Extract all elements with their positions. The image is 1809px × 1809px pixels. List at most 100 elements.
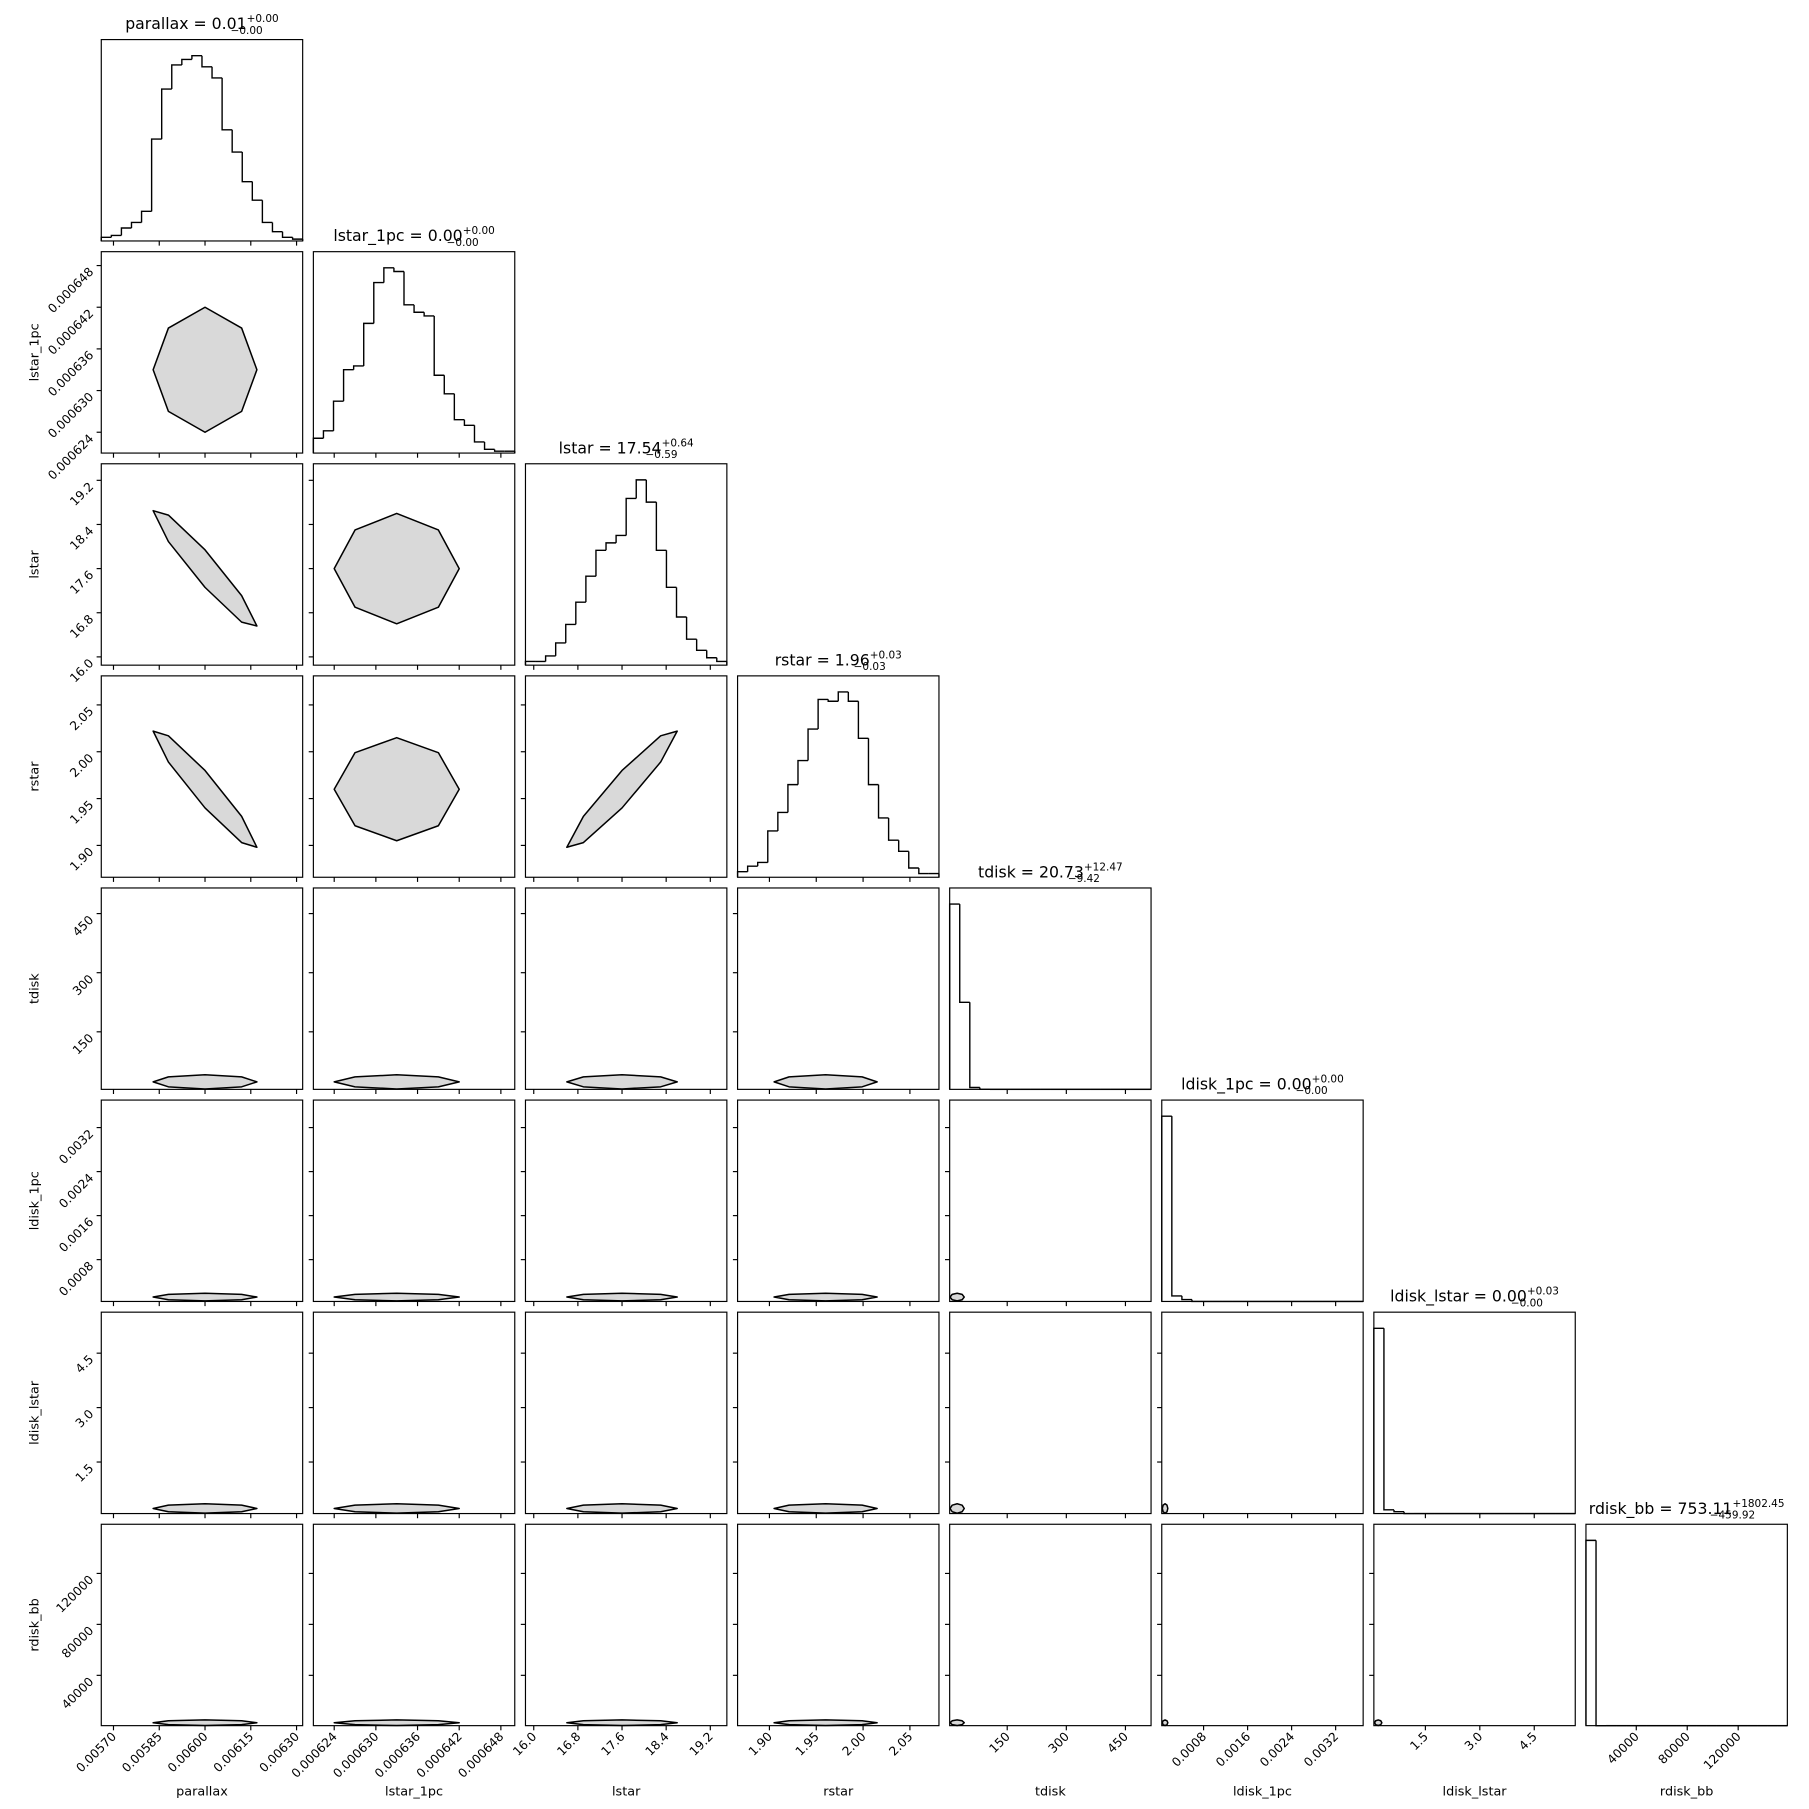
x-tick-label: 2.05 — [886, 1730, 915, 1759]
y-tick-label: 2.05 — [67, 704, 96, 733]
histogram-step — [554, 642, 566, 656]
x-tick-label: 0.000648 — [455, 1730, 506, 1781]
y-tick-label: 300 — [70, 972, 96, 998]
x-axis-label: lstar_1pc — [385, 1784, 443, 1799]
histogram-step — [675, 587, 687, 618]
histogram-step — [918, 867, 929, 875]
histogram-step — [443, 375, 455, 395]
contour — [152, 730, 258, 849]
histogram-step — [171, 64, 182, 90]
histogram-step — [383, 267, 394, 283]
panel-frame — [949, 1311, 1152, 1515]
title-sub: −0.00 — [1511, 1297, 1543, 1309]
panel-frame — [949, 887, 1152, 1090]
histogram-step — [969, 1002, 980, 1089]
panel-title: ldisk_1pc = 0.00+0.00 −0.00 — [1181, 1074, 1344, 1098]
y-tick-label: 17.6 — [67, 568, 96, 597]
title-sup: +0.03 — [870, 649, 902, 661]
contour — [152, 1502, 258, 1514]
x-axis-label: lstar — [612, 1784, 641, 1799]
histogram-step — [736, 871, 748, 878]
histogram-step — [867, 738, 879, 786]
histogram-step — [777, 811, 788, 831]
contour — [566, 1719, 678, 1727]
panel-frame — [1373, 1523, 1576, 1727]
histogram-step — [979, 1087, 990, 1091]
panel-frame — [100, 251, 304, 454]
y-axis-label: lstar — [27, 550, 42, 579]
title-sup: +0.00 — [247, 13, 279, 25]
x-tick-label: 0.00570 — [73, 1730, 119, 1776]
histogram-step — [241, 152, 253, 183]
x-tick-label: 120000 — [1701, 1730, 1744, 1773]
histogram-step — [897, 840, 909, 853]
histogram-step — [645, 479, 657, 503]
histogram-step — [1393, 1509, 1405, 1513]
y-tick-label: 1.90 — [67, 845, 96, 874]
contour — [1161, 1719, 1169, 1727]
histogram-step — [191, 54, 202, 60]
histogram-step — [635, 479, 647, 499]
contour — [333, 1719, 460, 1727]
histogram-step — [1181, 1295, 1192, 1301]
y-tick-label: 19.2 — [67, 480, 96, 509]
y-tick-label: 0.0024 — [56, 1171, 96, 1211]
y-axis-label: ldisk_lstar — [27, 1380, 42, 1445]
panel-frame — [100, 1099, 304, 1303]
histogram-step — [100, 236, 112, 241]
x-tick-label: 80000 — [1655, 1730, 1692, 1767]
y-tick-label: 16.0 — [67, 656, 96, 685]
panel-frame — [736, 1099, 940, 1303]
histogram-step — [1403, 1511, 1415, 1515]
title-sup: +12.47 — [1084, 862, 1123, 874]
x-axis-label: rstar — [823, 1784, 854, 1799]
panel-frame — [524, 887, 728, 1090]
histogram-step — [585, 575, 596, 603]
x-tick-label: 150 — [986, 1730, 1012, 1756]
histogram-step — [453, 393, 465, 421]
histogram-step — [1171, 1116, 1182, 1297]
panel-frame — [736, 887, 940, 1090]
y-tick-label: 0.000648 — [45, 265, 96, 316]
histogram-step — [706, 650, 717, 659]
histogram-step — [271, 222, 283, 233]
title-sup: +0.03 — [1527, 1286, 1559, 1298]
panel-frame — [524, 675, 728, 878]
x-tick-label: 300 — [1046, 1730, 1072, 1756]
y-axis-label: lstar_1pc — [27, 323, 42, 381]
histogram-step — [291, 237, 303, 240]
x-axis-label: tdisk — [1035, 1784, 1066, 1799]
y-tick-label: 1.95 — [67, 798, 96, 827]
title-text: parallax = 0.01 — [125, 14, 246, 33]
histogram-step — [403, 271, 415, 306]
panel-frame — [312, 1523, 516, 1727]
histogram-step — [463, 419, 475, 426]
histogram-step — [281, 231, 293, 238]
x-axis-label: parallax — [176, 1784, 228, 1799]
y-tick-label: 0.0032 — [56, 1127, 96, 1167]
histogram-step — [807, 728, 819, 761]
contour — [773, 1502, 878, 1514]
panel-frame — [1161, 1523, 1364, 1727]
y-tick-label: 80000 — [59, 1624, 96, 1661]
y-axis-label: rdisk_bb — [27, 1598, 42, 1651]
histogram-step — [120, 227, 132, 236]
y-tick-label: 0.0008 — [56, 1259, 96, 1299]
y-axis-label: ldisk_1pc — [27, 1171, 42, 1230]
x-tick-label: 1.95 — [793, 1730, 822, 1759]
histogram-step — [605, 542, 617, 551]
histogram-step — [615, 534, 627, 543]
histogram-step — [827, 699, 839, 702]
histogram-step — [887, 817, 899, 841]
histogram-step — [655, 502, 667, 551]
contour — [333, 736, 460, 842]
histogram-step — [251, 181, 263, 201]
contour — [333, 1502, 460, 1514]
histogram-step — [544, 655, 556, 662]
panel-frame — [1161, 1099, 1364, 1303]
title-sup: +1802.45 — [1732, 1498, 1784, 1510]
histogram-step — [1585, 1539, 1597, 1726]
panel-frame — [312, 675, 516, 878]
panel-title: tdisk = 20.73+12.47 −9.42 — [978, 862, 1123, 886]
panel-frame — [524, 1099, 728, 1303]
